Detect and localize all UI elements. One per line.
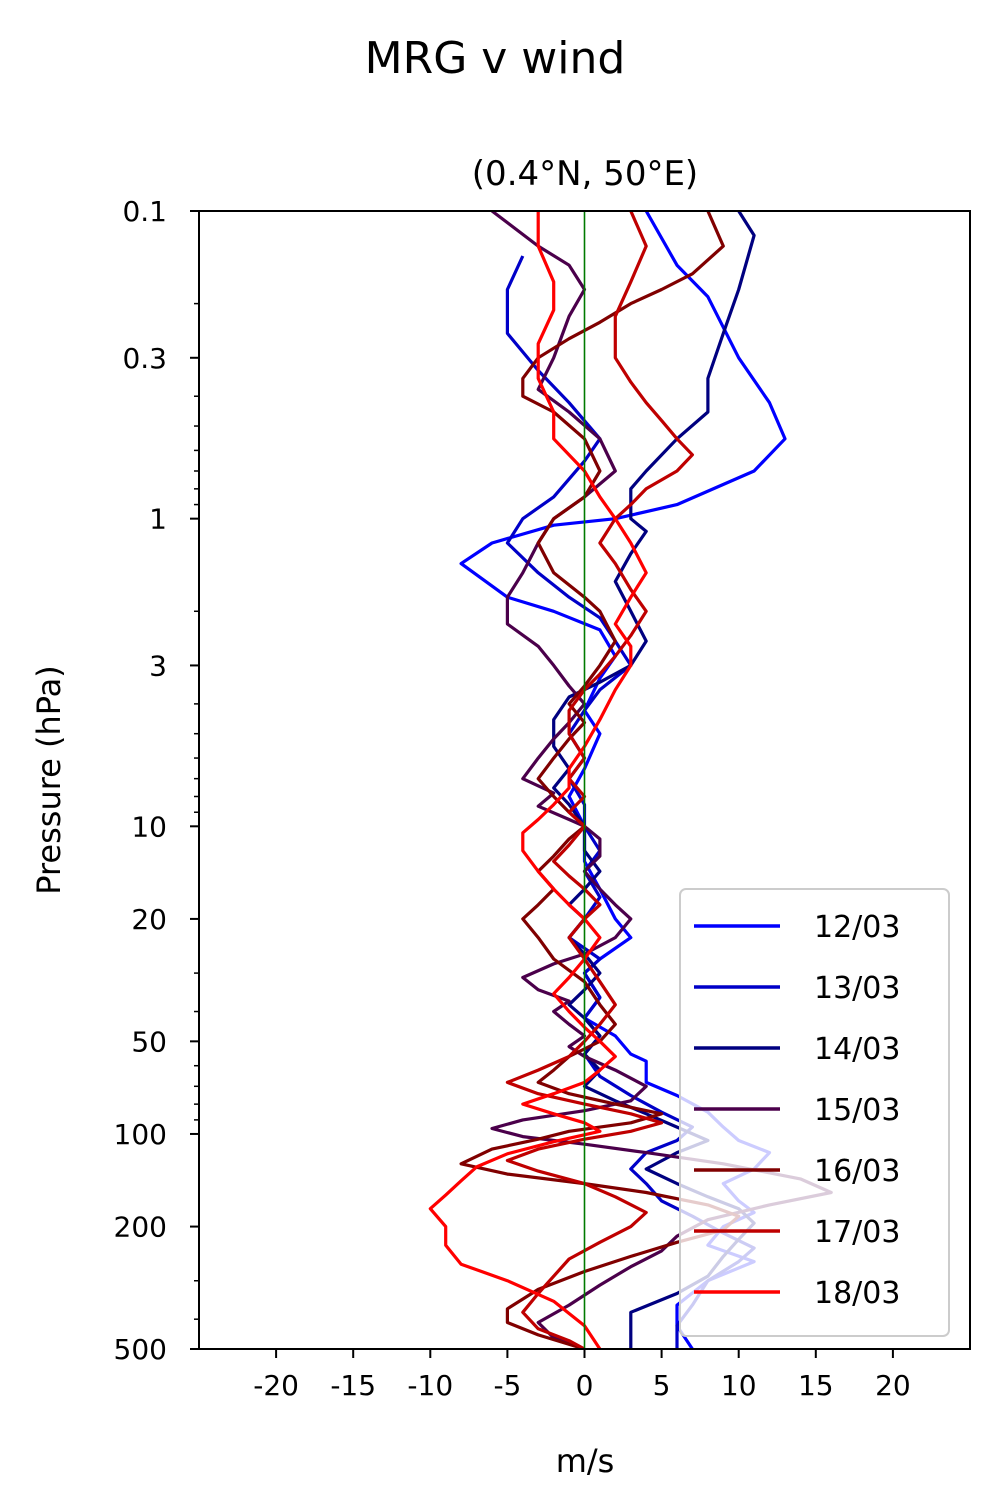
y-tick-label: 200 xyxy=(114,1211,167,1244)
y-tick-label: 10 xyxy=(131,810,167,843)
y-tick-label: 100 xyxy=(114,1118,167,1151)
plot-title: (0.4°N, 50°E) xyxy=(472,154,698,194)
plot-frame xyxy=(198,210,971,1350)
legend-label: 14/03 xyxy=(814,1032,900,1067)
legend-label: 17/03 xyxy=(814,1215,900,1250)
y-tick-label: 20 xyxy=(131,903,167,936)
y-tick-label: 500 xyxy=(114,1333,167,1366)
x-tick-label: 0 xyxy=(576,1369,594,1402)
legend: 12/03 13/03 14/03 15/03 16/03 17/03 18/03 xyxy=(679,888,950,1337)
y-tick-label: 50 xyxy=(131,1025,167,1058)
y-axis-label: Pressure (hPa) xyxy=(30,665,68,895)
x-axis-ticks: -20 -15 -10 -5 0 5 10 15 20 xyxy=(253,1349,911,1402)
y-axis-ticks: 0.1 0.3 1 3 10 20 50 100 200 500 xyxy=(114,195,199,1366)
y-tick-label: 3 xyxy=(149,649,167,682)
legend-label: 18/03 xyxy=(814,1276,900,1311)
x-tick-label: 5 xyxy=(653,1369,671,1402)
x-tick-label: -10 xyxy=(407,1369,453,1402)
legend-label: 15/03 xyxy=(814,1093,900,1128)
legend-box xyxy=(679,888,950,1337)
x-tick-label: -15 xyxy=(330,1369,376,1402)
legend-label: 13/03 xyxy=(814,971,900,1006)
legend-label: 16/03 xyxy=(814,1154,900,1189)
x-tick-label: 15 xyxy=(798,1369,834,1402)
y-tick-label: 0.1 xyxy=(122,195,167,228)
x-tick-label: 10 xyxy=(721,1369,757,1402)
figure-suptitle: MRG v wind xyxy=(365,33,626,84)
x-tick-label: -20 xyxy=(253,1369,299,1402)
y-tick-label: 0.3 xyxy=(122,342,167,375)
legend-label: 12/03 xyxy=(814,910,900,945)
series-line-18-03 xyxy=(428,211,648,1349)
x-tick-label: 20 xyxy=(875,1369,911,1402)
x-tick-label: -5 xyxy=(493,1369,521,1402)
x-axis-label: m/s xyxy=(556,1442,615,1480)
y-tick-label: 1 xyxy=(149,503,167,536)
